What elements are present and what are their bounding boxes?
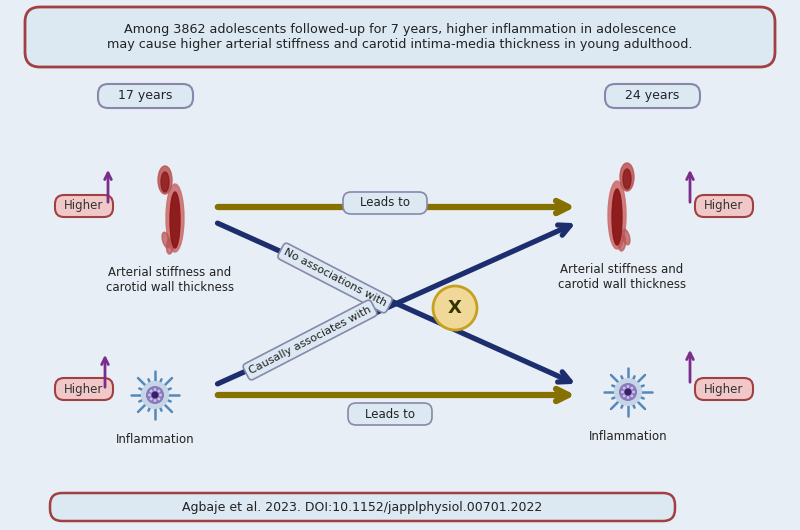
- Circle shape: [626, 396, 630, 399]
- Text: Higher: Higher: [704, 383, 744, 395]
- FancyBboxPatch shape: [55, 195, 113, 217]
- Circle shape: [625, 388, 631, 395]
- Text: Agbaje et al. 2023. DOI:10.1152/japplphysiol.00701.2022: Agbaje et al. 2023. DOI:10.1152/japplphy…: [182, 500, 542, 514]
- Ellipse shape: [622, 229, 630, 245]
- Circle shape: [621, 391, 624, 393]
- Circle shape: [154, 399, 157, 402]
- Circle shape: [622, 386, 626, 390]
- Circle shape: [154, 388, 157, 391]
- Ellipse shape: [170, 192, 180, 248]
- FancyBboxPatch shape: [343, 192, 427, 214]
- Circle shape: [150, 390, 153, 393]
- Circle shape: [615, 379, 641, 405]
- Circle shape: [433, 286, 477, 330]
- Text: Arterial stiffness and
carotid wall thickness: Arterial stiffness and carotid wall thic…: [106, 266, 234, 294]
- Ellipse shape: [623, 169, 631, 189]
- Ellipse shape: [161, 172, 169, 192]
- Text: Inflammation: Inflammation: [589, 430, 667, 443]
- Circle shape: [626, 385, 630, 388]
- Circle shape: [619, 383, 637, 401]
- Ellipse shape: [166, 238, 174, 254]
- Text: Inflammation: Inflammation: [116, 433, 194, 446]
- Ellipse shape: [166, 184, 184, 252]
- Text: Higher: Higher: [704, 199, 744, 213]
- Text: Leads to: Leads to: [365, 408, 415, 420]
- Text: No associations with: No associations with: [282, 248, 388, 308]
- Circle shape: [630, 394, 634, 398]
- FancyBboxPatch shape: [55, 378, 113, 400]
- Text: X: X: [448, 299, 462, 317]
- FancyBboxPatch shape: [695, 195, 753, 217]
- Circle shape: [158, 390, 160, 393]
- Text: Among 3862 adolescents followed-up for 7 years, higher inflammation in adolescen: Among 3862 adolescents followed-up for 7…: [107, 23, 693, 51]
- Circle shape: [148, 393, 151, 396]
- FancyBboxPatch shape: [605, 84, 700, 108]
- Circle shape: [622, 394, 626, 398]
- Ellipse shape: [618, 235, 626, 251]
- FancyBboxPatch shape: [50, 493, 675, 521]
- Text: 17 years: 17 years: [118, 90, 172, 102]
- Ellipse shape: [612, 189, 622, 245]
- Circle shape: [151, 392, 158, 399]
- Text: Causally associates with: Causally associates with: [247, 304, 373, 376]
- Circle shape: [632, 391, 635, 393]
- Circle shape: [630, 386, 634, 390]
- Ellipse shape: [620, 163, 634, 191]
- FancyBboxPatch shape: [25, 7, 775, 67]
- FancyBboxPatch shape: [695, 378, 753, 400]
- Text: Higher: Higher: [64, 199, 104, 213]
- Circle shape: [146, 386, 164, 404]
- Text: Leads to: Leads to: [360, 197, 410, 209]
- Circle shape: [142, 382, 168, 408]
- FancyBboxPatch shape: [348, 403, 432, 425]
- Circle shape: [158, 398, 160, 400]
- Circle shape: [159, 393, 162, 396]
- Ellipse shape: [158, 166, 172, 194]
- Circle shape: [150, 398, 153, 400]
- Ellipse shape: [162, 232, 170, 248]
- Text: Higher: Higher: [64, 383, 104, 395]
- FancyBboxPatch shape: [98, 84, 193, 108]
- Text: Arterial stiffness and
carotid wall thickness: Arterial stiffness and carotid wall thic…: [558, 263, 686, 291]
- Ellipse shape: [608, 181, 626, 249]
- Text: 24 years: 24 years: [625, 90, 679, 102]
